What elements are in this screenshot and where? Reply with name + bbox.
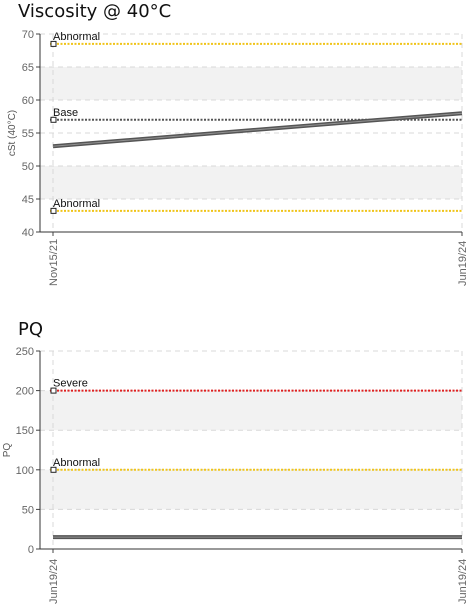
y-tick-label: 150 bbox=[16, 425, 34, 437]
reference-label: Severe bbox=[53, 378, 88, 390]
background-band bbox=[40, 390, 462, 431]
y-tick-label: 100 bbox=[16, 465, 34, 477]
reference-marker bbox=[50, 207, 57, 214]
y-tick-label: 55 bbox=[22, 128, 34, 140]
x-tick-label: Jun19/24 bbox=[457, 241, 469, 286]
background-band bbox=[40, 67, 462, 100]
reference-label: Abnormal bbox=[53, 198, 100, 210]
x-tick-label: Jun19/24 bbox=[48, 559, 60, 604]
reference-marker bbox=[50, 466, 57, 473]
x-tick-label: Jun19/24 bbox=[457, 559, 469, 604]
y-tick-label: 200 bbox=[16, 386, 34, 398]
y-tick-label: 65 bbox=[22, 62, 34, 74]
background-band bbox=[40, 166, 462, 199]
reference-marker bbox=[50, 40, 57, 47]
y-axis-title: PQ bbox=[2, 443, 13, 458]
viscosity-chart: 40 45 50 55 60 65 70 cSt (40°C) Nov15/21 Jun19/24… bbox=[7, 29, 469, 286]
reference-marker bbox=[50, 387, 57, 394]
y-tick-label: 50 bbox=[22, 161, 34, 173]
y-tick-label: 45 bbox=[22, 194, 34, 206]
pq-chart: 0 50 100 150 200 250 PQ Jun19/24 Jun19/24 Severe A… bbox=[2, 346, 469, 604]
background-band bbox=[40, 469, 462, 510]
y-tick-label: 60 bbox=[22, 95, 34, 107]
viscosity-chart-title: Viscosity @ 40°C bbox=[18, 1, 172, 22]
y-tick-label: 70 bbox=[22, 29, 34, 41]
y-tick-label: 40 bbox=[22, 227, 34, 239]
y-axis-title: cSt (40°C) bbox=[7, 110, 18, 156]
pq-chart-title: PQ bbox=[18, 319, 44, 340]
series-line-highlight bbox=[52, 112, 463, 147]
y-tick-label: 0 bbox=[28, 544, 34, 556]
x-tick-label: Nov15/21 bbox=[48, 239, 60, 286]
y-tick-label: 250 bbox=[16, 346, 34, 358]
y-tick-label: 50 bbox=[22, 504, 34, 516]
reference-label: Abnormal bbox=[53, 31, 100, 43]
reference-marker bbox=[50, 116, 57, 123]
reference-label: Abnormal bbox=[53, 457, 100, 469]
reference-label: Base bbox=[53, 107, 78, 119]
